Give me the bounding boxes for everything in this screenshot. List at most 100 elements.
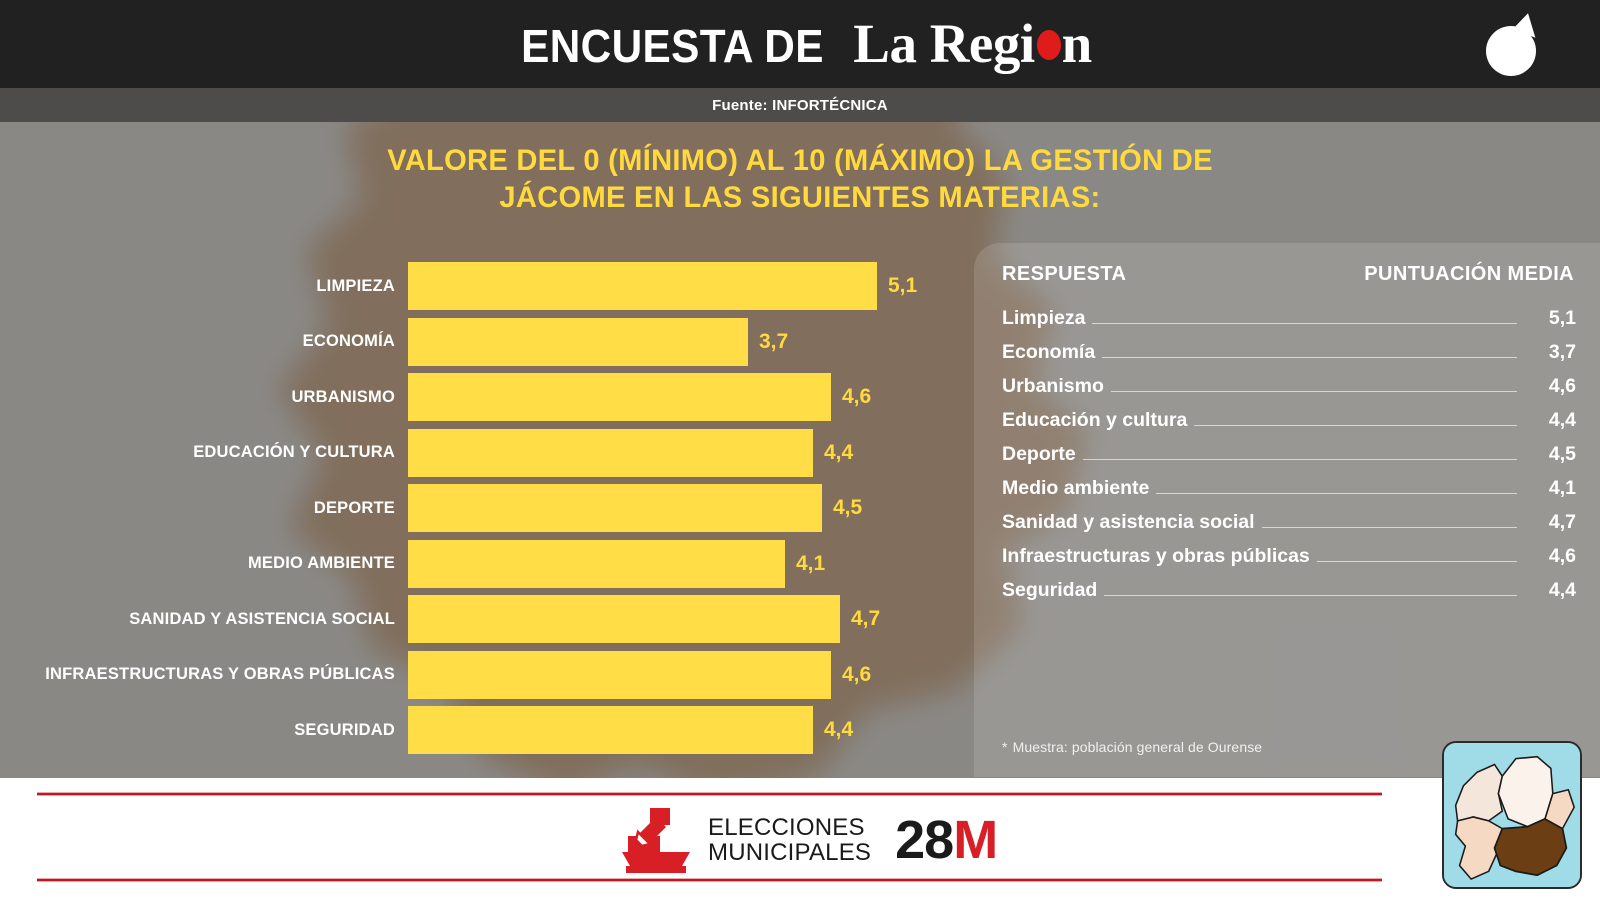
table-row-name: Deporte: [1002, 443, 1076, 465]
question-title: VALORE DEL 0 (MÍNIMO) AL 10 (MÁXIMO) LA …: [24, 142, 1576, 216]
chart-bar: [408, 650, 831, 699]
table-row-name: Medio ambiente: [1002, 477, 1150, 499]
chart-row: SANIDAD Y ASISTENCIA SOCIAL 4,7: [0, 595, 960, 643]
chart-category-label: SANIDAD Y ASISTENCIA SOCIAL: [129, 609, 395, 628]
chart-row: INFRAESTRUCTURAS Y OBRAS PÚBLICAS 4,6: [0, 650, 960, 699]
table-row-leader-line: [1316, 561, 1517, 562]
logo-red-dot-icon: [1036, 29, 1061, 60]
column-header-score: PUNTUACIÓN MEDIA: [1364, 263, 1574, 285]
masthead: ENCUESTA DE La Region: [508, 12, 1092, 74]
table-row-leader-line: [1104, 595, 1517, 596]
scores-panel-header: RESPUESTA PUNTUACIÓN MEDIA: [1002, 263, 1574, 286]
elections-line-2: MUNICIPALES: [708, 839, 872, 866]
table-row-value: 4,6: [1548, 375, 1576, 397]
table-row-value: 4,6: [1548, 545, 1576, 567]
chart-bar-value: 4,4: [824, 440, 854, 464]
table-row: Urbanismo 4,6: [1002, 375, 1576, 409]
question-line-1: VALORE DEL 0 (MÍNIMO) AL 10 (MÁXIMO) LA …: [387, 144, 1213, 177]
chart-category-label: LIMPIEZA: [316, 276, 395, 295]
chart-row: LIMPIEZA 5,1: [0, 262, 960, 310]
table-row: Sanidad y asistencia social 4,7: [1002, 511, 1576, 545]
table-row-value: 4,4: [1548, 579, 1576, 601]
header-prefix-text: ENCUESTA DE: [521, 19, 825, 72]
table-row-name: Infraestructuras y obras públicas: [1002, 545, 1310, 567]
sample-note-asterisk: *: [1002, 739, 1008, 755]
sample-note: * Muestra: población general de Ourense: [1002, 739, 1262, 755]
chart-row: DEPORTE 4,5: [0, 484, 960, 532]
chart-bar: [408, 262, 877, 310]
chart-category-label: DEPORTE: [313, 498, 395, 517]
table-row-name: Limpieza: [1002, 307, 1086, 329]
bar-chart: LIMPIEZA 5,1 ECONOMÍA 3,7 URBANISMO 4,6 EDUCAC…: [0, 262, 960, 762]
table-row: Seguridad 4,4: [1002, 579, 1576, 613]
footer-bar: ELECCIONES MUNICIPALES 28M: [0, 741, 1600, 900]
chart-bar: [408, 317, 748, 366]
source-bar: Fuente: INFORTÉCNICA: [0, 88, 1600, 122]
logo-part-pre: La Regi: [853, 12, 1035, 74]
sample-note-text: Muestra: población general de Ourense: [1012, 739, 1263, 755]
chart-bar: [408, 484, 822, 532]
chart-bar-value: 4,6: [842, 385, 872, 408]
election-day-letter: M: [953, 810, 998, 870]
chart-category-label: ECONOMÍA: [302, 332, 395, 350]
table-row: Limpieza 5,1: [1002, 307, 1576, 341]
table-row-value: 4,5: [1548, 443, 1576, 465]
column-header-answer: RESPUESTA: [1002, 263, 1127, 285]
table-row: Educación y cultura 4,4: [1002, 409, 1576, 443]
chart-category-label: MEDIO AMBIENTE: [247, 554, 395, 572]
table-row: Infraestructuras y obras públicas 4,6: [1002, 545, 1576, 579]
table-row-name: Economía: [1002, 341, 1096, 363]
chart-bar-value: 5,1: [888, 274, 918, 297]
table-row-leader-line: [1110, 391, 1517, 392]
table-row-leader-line: [1092, 323, 1517, 324]
chart-bar: [408, 428, 813, 477]
chart-bar: [408, 539, 785, 588]
la-region-logo: La Region: [853, 12, 1092, 74]
chart-row: URBANISMO 4,6: [0, 373, 960, 421]
chart-row: SEGURIDAD 4,4: [0, 706, 960, 754]
chart-bar-value: 4,4: [824, 718, 854, 741]
question-line-2: JÁCOME EN LAS SIGUIENTES MATERIAS:: [499, 181, 1101, 214]
table-row-value: 4,4: [1548, 409, 1576, 431]
chart-bar-value: 4,7: [851, 607, 881, 630]
table-row-leader-line: [1082, 459, 1517, 460]
table-row: Medio ambiente 4,1: [1002, 477, 1576, 511]
table-row-value: 4,7: [1548, 511, 1576, 533]
footer-divider-top: [37, 792, 1382, 796]
table-row-value: 3,7: [1548, 341, 1576, 363]
logo-part-hole: o: [1035, 13, 1062, 74]
table-row: Deporte 4,5: [1002, 443, 1576, 477]
election-day-badge: 28M: [895, 810, 998, 870]
chart-bar-value: 4,1: [796, 551, 826, 575]
galicia-map-inset: [1442, 741, 1582, 889]
header-bar: ENCUESTA DE La Region: [0, 0, 1600, 88]
chart-bar: [408, 373, 831, 421]
election-day-number: 28: [895, 810, 954, 870]
chart-bar: [408, 706, 813, 754]
elections-line-1: ELECCIONES: [708, 814, 865, 841]
chart-bar-value: 4,6: [842, 662, 872, 686]
scores-panel: RESPUESTA PUNTUACIÓN MEDIA Limpieza 5,1 Ec…: [974, 243, 1600, 777]
scores-table: Limpieza 5,1 Economía 3,7 Urbanismo 4,6 Educac…: [1002, 307, 1576, 613]
elections-logo: ELECCIONES MUNICIPALES 28M: [620, 806, 998, 874]
table-row-leader-line: [1261, 527, 1517, 528]
table-row-name: Urbanismo: [1002, 375, 1104, 397]
chart-bar-value: 3,7: [759, 329, 789, 353]
ball-logo-icon: [1482, 10, 1543, 76]
chart-category-label: SEGURIDAD: [294, 720, 395, 739]
table-row: Economía 3,7: [1002, 341, 1576, 375]
table-row-name: Educación y cultura: [1002, 409, 1188, 431]
ball-logo-circle-icon: [1486, 26, 1536, 76]
table-row-name: Sanidad y asistencia social: [1002, 511, 1255, 533]
chart-category-label: EDUCACIÓN Y CULTURA: [193, 443, 395, 461]
table-row-leader-line: [1102, 357, 1517, 358]
chart-category-label: INFRAESTRUCTURAS Y OBRAS PÚBLICAS: [45, 665, 395, 683]
ballot-box-icon: [620, 806, 694, 874]
chart-category-label: URBANISMO: [291, 387, 395, 406]
table-row-leader-line: [1194, 425, 1517, 426]
chart-row: EDUCACIÓN Y CULTURA 4,4: [0, 428, 960, 477]
footer-divider-bottom: [37, 878, 1382, 882]
table-row-leader-line: [1156, 493, 1517, 494]
elections-label: ELECCIONES MUNICIPALES: [708, 815, 871, 865]
chart-row: MEDIO AMBIENTE 4,1: [0, 539, 960, 588]
